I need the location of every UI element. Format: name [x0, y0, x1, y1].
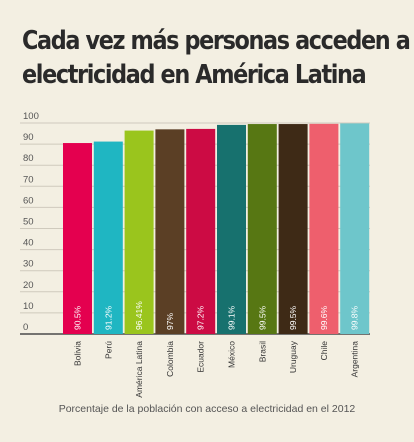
value-label: 99.6% — [319, 305, 329, 330]
value-label: 97% — [165, 313, 175, 330]
category-label: Uruguay — [288, 340, 298, 373]
bar — [186, 128, 216, 334]
category-labels: Bolivia Perú América Latina Colombia Ecuador… — [73, 340, 360, 397]
bar — [63, 143, 92, 334]
y-tick-label: 50 — [23, 217, 34, 228]
y-tick-label: 60 — [23, 195, 34, 206]
bars — [63, 123, 370, 335]
y-axis-ticks: 0 10 20 30 40 50 60 70 80 90 100 — [23, 111, 39, 333]
value-label: 91.2% — [103, 305, 113, 330]
value-label: 99.5% — [288, 305, 298, 330]
category-label: Perú — [103, 341, 113, 359]
value-label: 90.5% — [73, 305, 83, 330]
chart-caption: Porcentaje de la población con acceso a … — [58, 403, 356, 415]
title-line-1: Cada vez más personas acceden a — [22, 26, 411, 56]
category-label: México — [227, 341, 237, 368]
value-labels: 90.5% 91.2% 96.41% 97% 97.2% 99.1% 99.5% 99.5% 9… — [73, 301, 360, 330]
y-tick-label: 70 — [23, 174, 34, 185]
bar — [93, 141, 123, 334]
y-tick-label: 100 — [23, 111, 39, 122]
bar — [340, 123, 370, 334]
y-tick-label: 40 — [23, 238, 34, 249]
category-label: Argentina — [350, 341, 360, 378]
bar — [217, 124, 246, 334]
category-label: Chile — [319, 341, 329, 361]
value-label: 96.41% — [134, 301, 144, 330]
category-label: América Latina — [134, 341, 144, 398]
value-label: 99.1% — [227, 305, 237, 330]
category-label: Ecuador — [196, 341, 206, 373]
value-label: 97.2% — [196, 305, 206, 330]
y-tick-label: 0 — [23, 322, 28, 333]
bar — [247, 124, 277, 335]
y-tick-label: 20 — [23, 280, 34, 291]
bar — [278, 124, 308, 335]
category-label: Colombia — [165, 341, 175, 377]
category-label: Brasil — [257, 341, 267, 362]
title-line-2: electricidad en América Latina — [22, 60, 367, 90]
page-title: Cada vez más personas acceden a electric… — [22, 24, 411, 92]
y-tick-label: 80 — [23, 153, 34, 164]
value-label: 99.8% — [350, 305, 360, 330]
bar — [124, 130, 154, 334]
category-label: Bolivia — [73, 341, 83, 366]
y-tick-label: 90 — [23, 132, 34, 143]
bar — [309, 123, 339, 335]
bar — [155, 129, 185, 334]
y-tick-label: 30 — [23, 259, 34, 270]
y-tick-label: 10 — [23, 301, 34, 312]
value-label: 99.5% — [257, 305, 267, 330]
